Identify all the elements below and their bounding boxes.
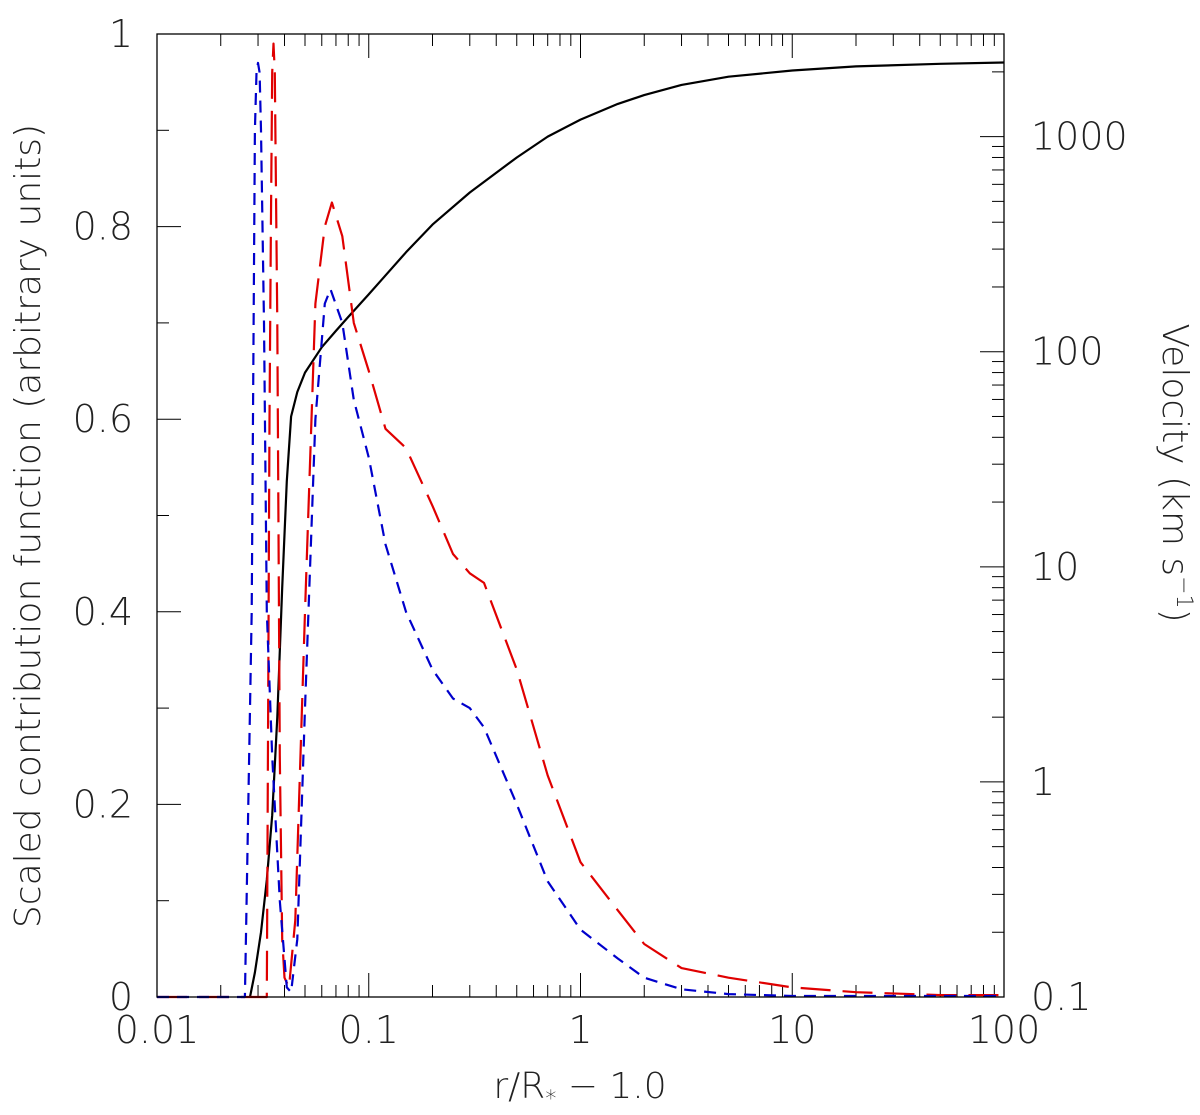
x-tick-label: 1 — [568, 1008, 592, 1052]
series-line-0 — [248, 61, 1005, 998]
y-tick-label-right: 100 — [1031, 330, 1104, 374]
y-axis-label-right: Velocity (km s−1) — [1154, 323, 1196, 622]
y-tick-label-left: 0 — [109, 975, 133, 1019]
series-line-1 — [157, 42, 1004, 999]
x-tick-label: 0.1 — [339, 1008, 399, 1052]
axis-ticks — [156, 33, 1004, 998]
x-tick-label: 10 — [768, 1008, 816, 1052]
x-axis-label: r/R* − 1.0 — [493, 1066, 666, 1112]
y-tick-label-left: 1 — [109, 12, 133, 56]
plot-curves — [157, 42, 1005, 999]
y-tick-label-right: 10 — [1031, 545, 1079, 589]
y-tick-label-right: 1000 — [1031, 115, 1128, 159]
series-line-2 — [157, 61, 1004, 999]
y-axis-label-left: Scaled contribution function (arbitrary … — [8, 124, 49, 928]
x-tick-label: 0.01 — [115, 1008, 200, 1052]
y-tick-label-left: 0.8 — [73, 205, 133, 249]
y-tick-label-left: 0.4 — [73, 590, 133, 634]
y-tick-label-right: 1 — [1031, 760, 1055, 804]
y-tick-label-left: 0.6 — [73, 397, 133, 441]
y-tick-label-left: 0.2 — [73, 782, 133, 826]
x-tick-label: 100 — [968, 1008, 1041, 1052]
y-tick-label-right: 0.1 — [1031, 975, 1091, 1019]
plot-frame — [156, 33, 1005, 998]
